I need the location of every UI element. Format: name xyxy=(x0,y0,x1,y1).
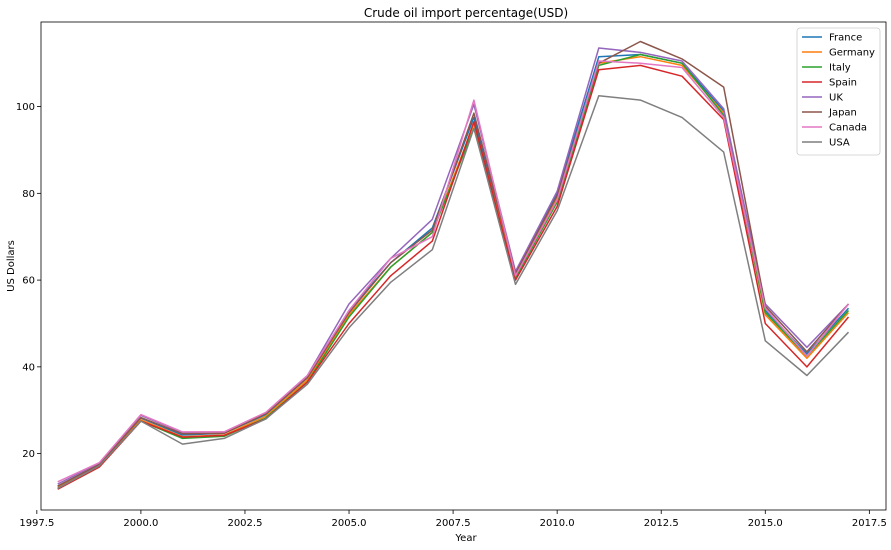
x-tick-label: 2002.5 xyxy=(227,518,262,529)
legend-box xyxy=(796,27,881,156)
x-axis: 1997.5 2000.0 2002.5 2005.0 2007.5 2010.0 2012… xyxy=(19,510,887,529)
y-axis: 20 40 60 80 100 xyxy=(16,102,41,460)
series-line-usa xyxy=(57,94,850,489)
y-tick-label: 40 xyxy=(22,362,35,373)
legend: France Germany Italy Spain UK Japan Canada USA xyxy=(796,27,881,156)
legend-label: France xyxy=(829,33,862,44)
plot-frame xyxy=(40,21,887,511)
series-line-japan xyxy=(57,40,850,487)
legend-label: Spain xyxy=(829,78,857,89)
x-tick-label: 2017.5 xyxy=(852,518,887,529)
x-tick-label: 2012.5 xyxy=(644,518,679,529)
legend-label: Canada xyxy=(829,123,867,134)
series-lines xyxy=(57,40,850,490)
x-tick-label: 2015.0 xyxy=(748,518,783,529)
legend-label: UK xyxy=(829,93,843,104)
y-tick-label: 80 xyxy=(22,189,35,200)
legend-label: Germany xyxy=(829,48,875,59)
x-tick-label: 2000.0 xyxy=(123,518,158,529)
x-tick-label: 2007.5 xyxy=(436,518,471,529)
chart-title: Crude oil import percentage(USD) xyxy=(364,6,568,20)
legend-label: Italy xyxy=(829,63,851,74)
x-axis-label: Year xyxy=(454,533,477,544)
x-tick-label: 1997.5 xyxy=(19,518,54,529)
x-tick-label: 2005.0 xyxy=(332,518,367,529)
plot-area xyxy=(41,22,886,510)
legend-label: Japan xyxy=(828,108,857,119)
y-tick-label: 20 xyxy=(22,449,35,460)
x-tick-label: 2010.0 xyxy=(540,518,575,529)
series-line-canada xyxy=(57,60,850,483)
y-axis-label: US Dollars xyxy=(6,240,17,292)
y-tick-label: 60 xyxy=(22,276,35,287)
y-tick-label: 100 xyxy=(16,102,35,113)
legend-label: USA xyxy=(829,138,850,149)
series-line-spain xyxy=(57,64,850,490)
